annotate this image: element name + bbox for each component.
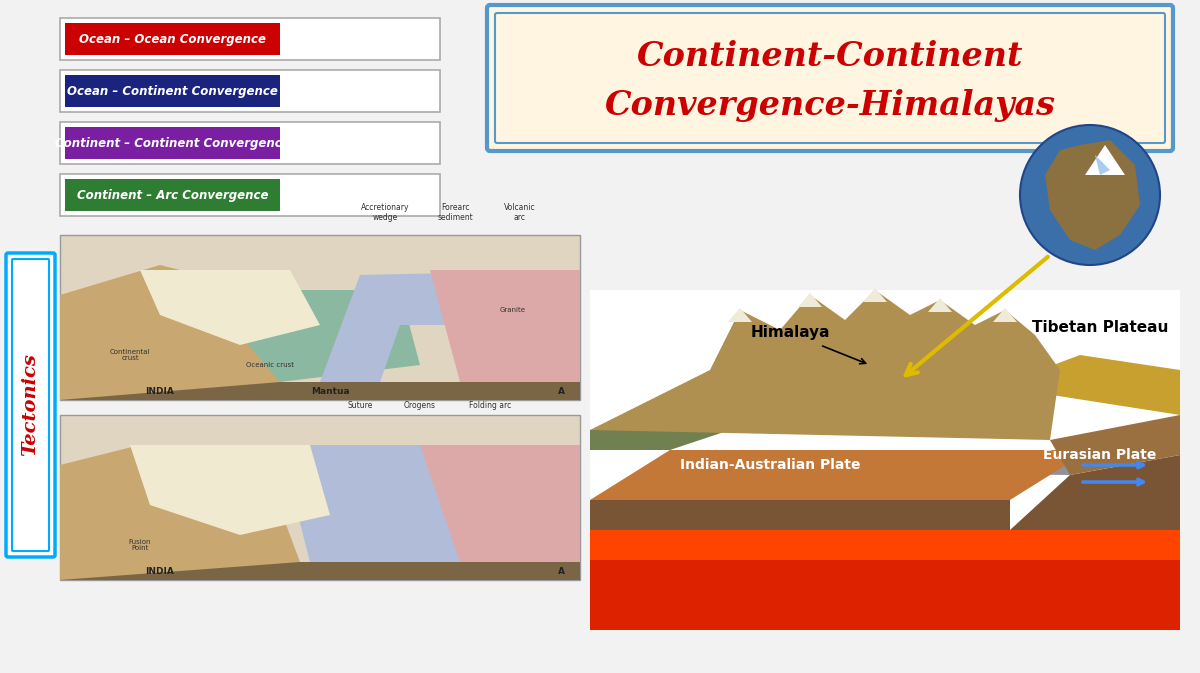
Polygon shape: [650, 450, 1090, 475]
Polygon shape: [728, 308, 752, 322]
Polygon shape: [430, 270, 580, 382]
FancyBboxPatch shape: [487, 5, 1174, 151]
Text: INDIA: INDIA: [145, 386, 174, 396]
FancyBboxPatch shape: [6, 253, 55, 557]
Text: Convergence-Himalayas: Convergence-Himalayas: [605, 90, 1056, 122]
Text: Continent-Continent: Continent-Continent: [637, 40, 1024, 73]
FancyBboxPatch shape: [12, 259, 49, 551]
Bar: [60, 70, 440, 112]
Bar: [65, 179, 280, 211]
Bar: [60, 174, 440, 216]
Polygon shape: [60, 265, 280, 400]
Polygon shape: [590, 450, 1090, 500]
Polygon shape: [140, 270, 320, 345]
Text: Tectonics: Tectonics: [22, 353, 40, 456]
Text: Forearc
sediment: Forearc sediment: [437, 203, 473, 222]
Text: INDIA: INDIA: [145, 567, 174, 575]
Bar: [590, 530, 1180, 630]
Polygon shape: [798, 293, 822, 307]
Polygon shape: [863, 288, 887, 302]
Bar: [590, 290, 1180, 630]
Text: Ocean – Continent Convergence: Ocean – Continent Convergence: [67, 85, 278, 98]
Polygon shape: [1050, 415, 1180, 475]
Text: Continent – Arc Convergence: Continent – Arc Convergence: [77, 188, 269, 201]
Polygon shape: [1085, 145, 1126, 175]
Bar: [60, 122, 440, 164]
Polygon shape: [590, 370, 1050, 450]
Bar: [65, 127, 280, 159]
Polygon shape: [590, 500, 1010, 530]
Text: Mantua: Mantua: [311, 386, 349, 396]
Bar: [590, 530, 1180, 560]
Polygon shape: [420, 445, 580, 562]
Polygon shape: [130, 445, 330, 535]
Bar: [60, 18, 440, 60]
Polygon shape: [1020, 355, 1180, 415]
Polygon shape: [60, 445, 300, 580]
Text: Himalaya: Himalaya: [750, 325, 829, 340]
Bar: [65, 23, 280, 55]
FancyBboxPatch shape: [496, 13, 1165, 143]
Polygon shape: [1010, 455, 1180, 530]
Text: A: A: [558, 386, 565, 396]
Bar: [60, 235, 580, 400]
Text: Oceanic crust: Oceanic crust: [246, 362, 294, 368]
Text: Continent – Continent Convergence: Continent – Continent Convergence: [55, 137, 290, 149]
Text: Granite: Granite: [500, 307, 526, 313]
Text: Accretionary
wedge: Accretionary wedge: [361, 203, 409, 222]
Text: A: A: [558, 567, 565, 575]
Text: Ocean – Ocean Convergence: Ocean – Ocean Convergence: [79, 32, 266, 46]
Circle shape: [1020, 125, 1160, 265]
Text: Indian-Australian Plate: Indian-Australian Plate: [679, 458, 860, 472]
Polygon shape: [240, 290, 420, 382]
Polygon shape: [320, 270, 580, 382]
Text: Continental
crust: Continental crust: [109, 349, 150, 361]
Polygon shape: [994, 308, 1018, 322]
Polygon shape: [1096, 155, 1110, 175]
Bar: [60, 415, 580, 580]
Polygon shape: [280, 445, 580, 562]
Bar: [60, 382, 580, 400]
Text: Suture: Suture: [347, 401, 373, 410]
Text: Fusion
Point: Fusion Point: [128, 538, 151, 551]
Text: Eurasian Plate: Eurasian Plate: [1043, 448, 1157, 462]
Text: Orogens: Orogens: [404, 401, 436, 410]
Text: Volcanic
arc: Volcanic arc: [504, 203, 536, 222]
Polygon shape: [590, 290, 1060, 440]
Polygon shape: [1045, 140, 1140, 250]
Polygon shape: [928, 298, 952, 312]
Bar: [65, 75, 280, 107]
Text: Folding arc: Folding arc: [469, 401, 511, 410]
Bar: [60, 562, 580, 580]
Text: Tibetan Plateau: Tibetan Plateau: [1032, 320, 1168, 335]
